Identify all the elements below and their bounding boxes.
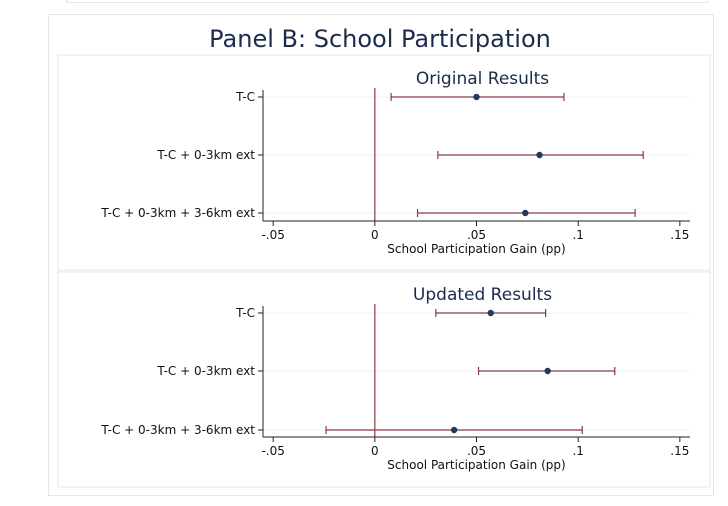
x-tick-label: .15 — [670, 228, 689, 242]
x-axis-label: School Participation Gain (pp) — [387, 242, 565, 256]
x-tick-label: -.05 — [261, 444, 284, 458]
subplot-original: Original Results -.05 0 .05 .1 .15 School Part… — [57, 54, 711, 271]
point-estimate — [487, 309, 494, 317]
row-label: T-C — [235, 306, 255, 320]
panel-title: Panel B: School Participation — [209, 25, 551, 53]
x-tick-label: .1 — [572, 228, 583, 242]
row-label: T-C — [235, 90, 255, 104]
row-label: T-C + 0-3km ext — [156, 148, 255, 162]
x-tick-label: .15 — [670, 444, 689, 458]
x-axis-label: School Participation Gain (pp) — [387, 458, 565, 472]
x-tick-label: 0 — [371, 228, 379, 242]
subplot-title: Updated Results — [413, 285, 552, 305]
x-tick-label: .1 — [572, 444, 583, 458]
point-estimate — [544, 367, 551, 375]
chart-panel — [48, 14, 714, 496]
x-tick-label: .05 — [467, 228, 486, 242]
point-estimate — [450, 426, 458, 434]
point-estimate — [522, 209, 529, 217]
point-estimate — [536, 151, 543, 159]
previous-panel-edge — [66, 0, 708, 3]
subplot-title: Original Results — [416, 69, 549, 89]
x-tick-label: .05 — [467, 444, 486, 458]
subplot-frame — [57, 54, 711, 271]
x-tick-label: -.05 — [261, 228, 284, 242]
subplot-frame — [57, 271, 711, 488]
row-label: T-C + 0-3km ext — [156, 364, 255, 378]
x-tick-label: 0 — [371, 444, 379, 458]
row-label: T-C + 0-3km + 3-6km ext — [100, 423, 255, 437]
row-label: T-C + 0-3km + 3-6km ext — [100, 206, 255, 220]
subplot-updated: Updated Results -.05 0 .05 .1 .15 School Parti… — [57, 271, 711, 488]
point-estimate — [473, 93, 480, 101]
